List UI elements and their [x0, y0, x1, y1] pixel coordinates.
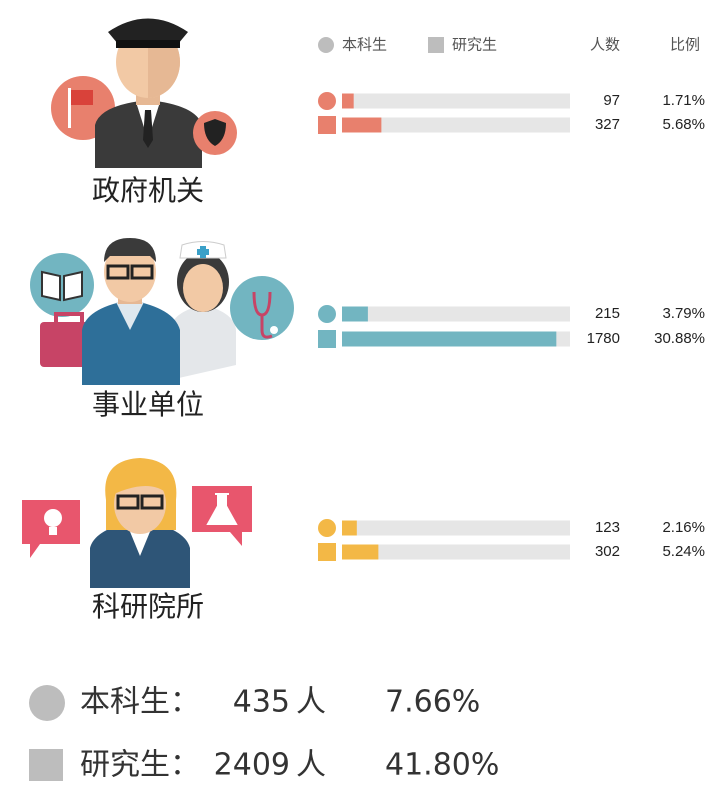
icon-part	[183, 264, 223, 312]
icon-part	[68, 88, 71, 128]
icon-part	[116, 40, 180, 48]
ratio: 30.88%	[654, 330, 705, 347]
icon-part	[230, 276, 294, 340]
icon-part	[30, 253, 94, 317]
count: 302	[595, 543, 620, 560]
icon-part	[170, 305, 236, 380]
bar	[342, 306, 368, 322]
icon-part	[140, 494, 164, 510]
icon-part	[204, 119, 226, 146]
row-marker	[318, 330, 336, 348]
summary-marker	[29, 685, 65, 721]
row-marker	[318, 519, 336, 537]
icon-part	[41, 270, 83, 302]
count: 97	[603, 92, 620, 109]
summary-unit: 人	[296, 685, 326, 720]
row-marker	[318, 543, 336, 561]
icon-part	[130, 264, 154, 280]
count-header: 人数	[590, 36, 620, 54]
legend-square	[428, 37, 444, 53]
icon-part	[104, 242, 156, 302]
bar-track	[342, 306, 570, 322]
summary-unit: 人	[296, 748, 326, 782]
icon-part	[270, 326, 278, 334]
icon-researcher	[22, 458, 252, 588]
ratio: 2.16%	[662, 519, 705, 536]
summary-ratio: 41.80%	[385, 748, 499, 782]
icon-institution	[30, 238, 294, 385]
count: 1780	[587, 330, 620, 347]
icon-part	[44, 509, 62, 527]
legend-undergrad: 本科生	[342, 36, 387, 54]
bar	[342, 520, 357, 536]
row-marker	[318, 116, 336, 134]
icon-part	[108, 18, 188, 44]
icon-part	[116, 494, 140, 510]
group-label: 科研院所	[92, 590, 204, 623]
icon-part	[252, 291, 273, 339]
ratio: 5.24%	[662, 543, 705, 560]
group-label: 事业单位	[92, 388, 204, 421]
icon-part	[197, 249, 209, 255]
ratio-header: 比例	[670, 36, 700, 54]
bar	[342, 544, 379, 560]
bar	[342, 331, 557, 347]
icon-part	[49, 527, 57, 535]
summary-marker	[29, 749, 63, 783]
row-marker	[318, 305, 336, 323]
icon-part	[114, 466, 168, 494]
icon-part	[82, 300, 180, 385]
summary-label: 本科生：	[80, 685, 200, 720]
count: 123	[595, 519, 620, 536]
summary-count: 2409	[214, 748, 290, 782]
bar	[342, 117, 382, 133]
ratio: 5.68%	[662, 116, 705, 133]
summary-ratio: 7.66%	[385, 685, 480, 720]
ratio: 1.71%	[662, 92, 705, 109]
summary-count: 435	[233, 685, 290, 720]
row-marker	[318, 92, 336, 110]
bar-track	[342, 544, 570, 560]
icon-part	[104, 238, 156, 262]
bar-track	[342, 520, 570, 536]
legend-grad: 研究生	[452, 36, 497, 54]
count: 215	[595, 305, 620, 322]
bar-track	[342, 117, 570, 133]
summary-label: 研究生：	[80, 748, 200, 782]
icon-part	[206, 493, 238, 525]
ratio: 3.79%	[662, 305, 705, 322]
icon-part	[54, 312, 84, 326]
icon-part	[116, 302, 144, 330]
icon-part	[106, 264, 130, 280]
bar	[342, 93, 354, 109]
group-label: 政府机关	[92, 174, 204, 207]
bar-track	[342, 93, 570, 109]
icon-part	[71, 90, 93, 105]
icon-part	[143, 110, 153, 148]
legend-circle	[318, 37, 334, 53]
count: 327	[595, 116, 620, 133]
icon-official	[51, 18, 237, 168]
